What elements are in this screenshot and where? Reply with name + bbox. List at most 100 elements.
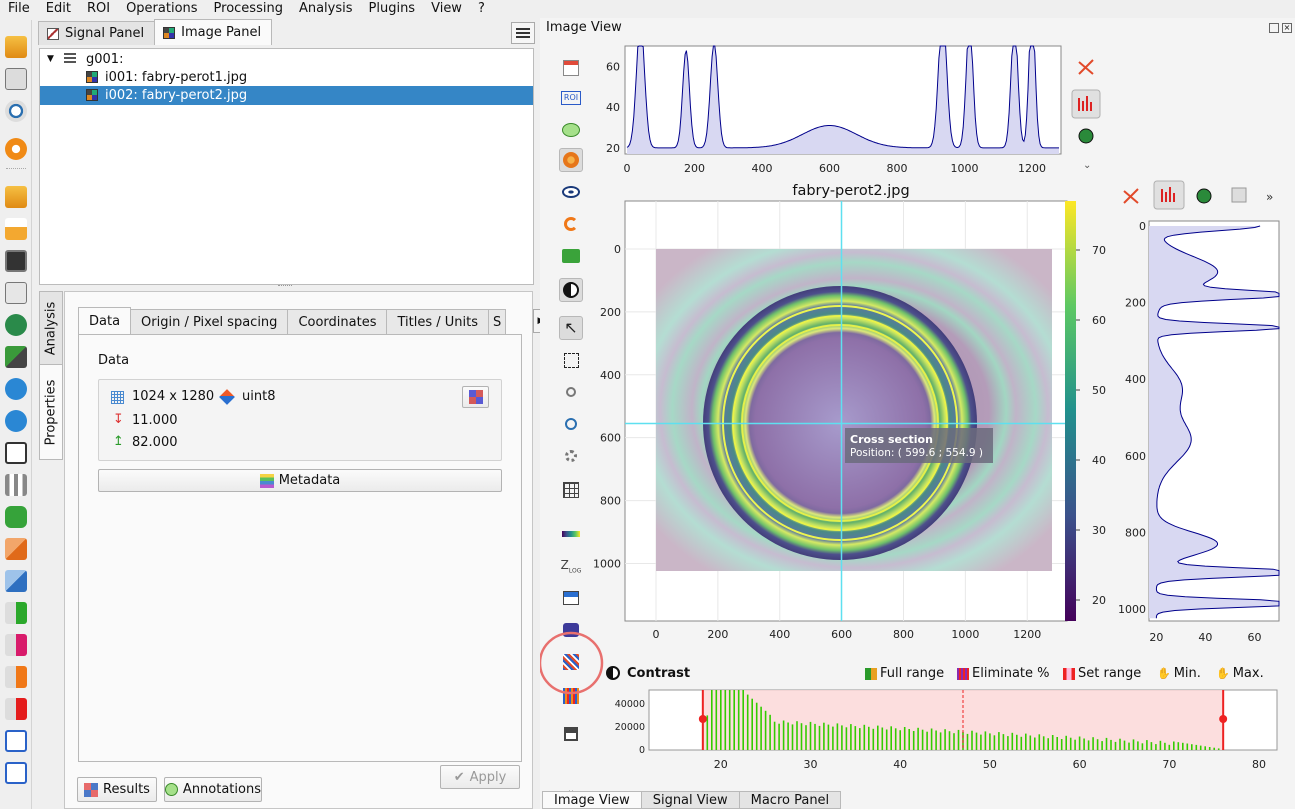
apply-button[interactable]: ✔ Apply <box>440 765 520 789</box>
image-icon <box>163 26 176 39</box>
auto-scale-icon[interactable] <box>559 148 583 172</box>
right-y-tick-label: 800 <box>1125 526 1146 539</box>
move-up-icon[interactable] <box>5 378 27 400</box>
tab-origin-pixel-spacing[interactable]: Origin / Pixel spacing <box>130 309 289 334</box>
tab-coordinates[interactable]: Coordinates <box>287 309 388 334</box>
tab-properties[interactable]: Properties <box>39 364 63 460</box>
contrast-icon[interactable] <box>559 278 583 302</box>
group-copy-icon[interactable] <box>5 538 27 560</box>
export-metadata-icon[interactable] <box>5 666 27 688</box>
tab-signal-view[interactable]: Signal View <box>640 791 740 809</box>
save-plot-icon[interactable] <box>559 722 583 746</box>
import-icon[interactable] <box>5 346 27 368</box>
image-stats-icon[interactable] <box>559 586 583 610</box>
gear-icon[interactable] <box>559 444 583 468</box>
cross-section-icon[interactable] <box>559 650 583 674</box>
truck-icon[interactable] <box>5 506 27 528</box>
duplicate-stack-icon[interactable] <box>5 282 27 304</box>
browse-icon[interactable] <box>5 100 27 122</box>
view-data-button[interactable] <box>462 386 489 408</box>
import-metadata-icon[interactable] <box>5 634 27 656</box>
top-contrast-tool-icon[interactable] <box>1078 128 1094 144</box>
x-tick-label: 0 <box>653 628 660 641</box>
image-axes: 0 200 400 600 800 1000 1200 0 200 400 600 800 1000 <box>593 243 1041 641</box>
zoom-icon[interactable] <box>559 380 583 404</box>
right-save-tool-icon[interactable] <box>1231 187 1247 203</box>
tab-image-view[interactable]: Image View <box>542 791 642 809</box>
dtype-icon <box>219 389 235 405</box>
tab-overflow[interactable]: S <box>488 309 507 334</box>
menu-roi[interactable]: ROI <box>86 1 111 16</box>
full-range-button[interactable]: Full range <box>865 666 944 681</box>
right-tools-more-icon[interactable]: » <box>1266 190 1273 204</box>
selection-pointer-icon[interactable]: ↖ <box>559 316 583 340</box>
metadata-button[interactable]: Metadata <box>98 469 502 492</box>
delete-icon[interactable] <box>5 474 27 496</box>
eliminate-percent-button[interactable]: Eliminate % <box>957 666 1050 681</box>
move-down-icon[interactable] <box>5 410 27 432</box>
refresh-icon[interactable] <box>559 212 583 236</box>
tab-signal-panel[interactable]: Signal Panel <box>38 21 156 45</box>
panel-menu-button[interactable] <box>511 22 535 44</box>
set-range-button[interactable]: Set range <box>1063 666 1141 681</box>
roi-icon[interactable]: ROI <box>559 86 583 110</box>
menu-plugins[interactable]: Plugins <box>368 1 416 16</box>
dataset-icon[interactable] <box>5 314 27 336</box>
min-value: 11.000 <box>132 413 178 428</box>
x-tick-label: 600 <box>831 628 852 641</box>
colormap-icon[interactable] <box>559 522 583 546</box>
tab-analysis[interactable]: Analysis <box>39 291 63 365</box>
open-folder-icon[interactable] <box>5 36 27 58</box>
float-dock-icon[interactable] <box>1269 23 1279 33</box>
rect-zoom-icon[interactable] <box>559 348 583 372</box>
menu-file[interactable]: File <box>8 1 30 16</box>
add-metadata-icon[interactable] <box>5 602 27 624</box>
comments-icon[interactable] <box>559 244 583 268</box>
grid-icon[interactable] <box>559 478 583 502</box>
tree-group-row[interactable]: ▼ g001: <box>47 52 124 67</box>
close-dock-icon[interactable]: × <box>1282 23 1292 33</box>
save-icon[interactable] <box>5 250 27 272</box>
menu-processing[interactable]: Processing <box>213 1 283 16</box>
roi-copy-icon[interactable] <box>5 730 27 752</box>
menu-analysis[interactable]: Analysis <box>298 1 353 16</box>
annotation-shape-icon[interactable] <box>559 118 583 142</box>
menu-operations[interactable]: Operations <box>126 1 198 16</box>
new-image-icon[interactable] <box>559 56 583 80</box>
toolbar-expand-icon[interactable]: ⌄ <box>566 784 576 796</box>
menu-edit[interactable]: Edit <box>45 1 71 16</box>
expand-arrow-icon[interactable]: ▼ <box>47 54 54 64</box>
settings-icon[interactable] <box>5 138 27 160</box>
top-tools-more-icon[interactable]: ⌄ <box>1083 160 1091 171</box>
tree-item-i001[interactable]: i001: fabry-perot1.jpg <box>40 68 533 87</box>
annotations-button[interactable]: Annotations <box>164 777 262 802</box>
min-button[interactable]: ✋ Min. <box>1157 666 1201 681</box>
tab-image-panel[interactable]: Image Panel <box>154 19 273 45</box>
menu-help[interactable]: ? <box>477 1 485 16</box>
open-h5-icon[interactable] <box>5 68 27 90</box>
range-max-marker[interactable] <box>1219 715 1228 723</box>
menu-view[interactable]: View <box>431 1 462 16</box>
tab-macro-panel[interactable]: Macro Panel <box>738 791 842 809</box>
max-button[interactable]: ✋ Max. <box>1216 666 1264 681</box>
tab-titles-units[interactable]: Titles / Units <box>386 309 489 334</box>
open-file-icon[interactable] <box>5 186 27 208</box>
upload-icon[interactable] <box>5 218 27 240</box>
copy-icon[interactable] <box>5 442 27 464</box>
show-item-list-icon[interactable] <box>559 180 583 204</box>
contrast-histogram: 20 30 40 50 60 70 80 40000 20000 0 <box>615 689 1278 771</box>
tab-data[interactable]: Data <box>78 307 132 334</box>
roi-paste-icon[interactable] <box>5 762 27 784</box>
splitter-handle[interactable] <box>278 285 292 286</box>
right-contrast-tool-icon[interactable] <box>1196 188 1212 204</box>
delete-metadata-icon[interactable] <box>5 698 27 720</box>
results-button[interactable]: Results <box>77 777 157 802</box>
tree-item-i002[interactable]: i002: fabry-perot2.jpg <box>40 86 533 105</box>
right-x-tick-label: 40 <box>1198 631 1212 644</box>
hist-y-tick-label: 40000 <box>615 699 645 710</box>
z-log-icon[interactable]: ZLOG <box>560 557 582 575</box>
group-paste-icon[interactable] <box>5 570 27 592</box>
range-min-marker[interactable] <box>698 715 707 723</box>
zoom-fit-icon[interactable] <box>559 412 583 436</box>
